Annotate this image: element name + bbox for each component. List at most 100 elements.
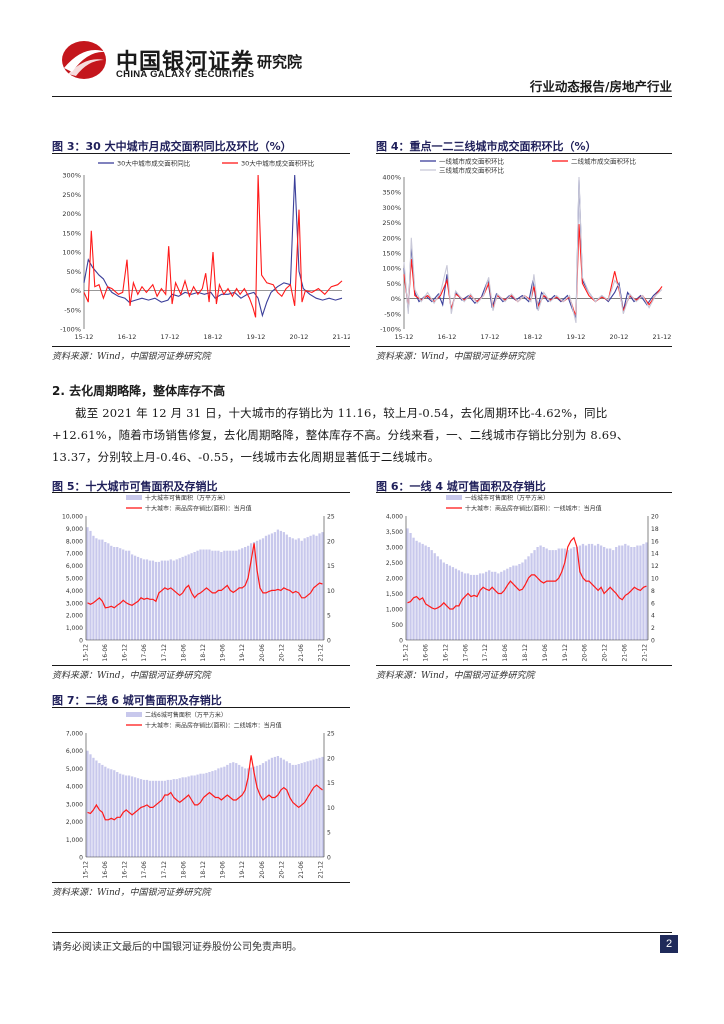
series-line-1 — [403, 179, 661, 319]
bar — [621, 545, 624, 640]
galaxy-logo-icon — [62, 41, 106, 79]
bar — [258, 539, 262, 640]
x-tick-label: 18-12 — [522, 644, 529, 662]
bar — [530, 553, 533, 640]
logo-english-name: CHINA GALAXY SECURITIES — [116, 69, 255, 80]
y-tick-label: 300% — [382, 204, 401, 212]
x-tick-label: 16-06 — [102, 861, 109, 879]
header-rule — [52, 96, 672, 97]
x-tick-label: 19-12 — [567, 333, 586, 341]
bar — [86, 527, 89, 640]
bar — [214, 770, 217, 857]
bar — [599, 545, 603, 640]
bar — [554, 550, 557, 640]
bar — [518, 564, 521, 640]
bar — [193, 552, 196, 640]
bar — [481, 573, 485, 640]
y-right-tick-label: 25 — [327, 731, 335, 738]
x-tick-label: 19-12 — [562, 644, 569, 662]
bar — [172, 779, 175, 857]
y-left-tick-label: 0 — [399, 638, 403, 645]
fig6-chart: 0 500 1,000 1,500 2,000 2,500 3,000 3,500 4,000 0… — [386, 494, 659, 662]
fig3-source: 资料来源：Wind，中国银河证券研究院 — [52, 352, 211, 362]
x-tick-label: 21-12 — [318, 644, 325, 662]
x-tick-label: 17-12 — [481, 333, 500, 341]
y-tick-label: 250% — [62, 191, 81, 199]
bar — [581, 543, 585, 640]
bar — [175, 559, 178, 640]
series-line-1 — [83, 174, 343, 318]
bar — [300, 540, 303, 640]
y-right-tick-label: 4 — [651, 613, 655, 620]
bar — [267, 534, 271, 640]
bar — [95, 760, 98, 857]
bar — [472, 574, 476, 640]
fig5-bottom-rule — [52, 665, 350, 666]
bar — [427, 547, 430, 640]
x-tick-label: 15-12 — [403, 644, 410, 662]
bar — [500, 571, 503, 640]
bar — [169, 559, 172, 640]
x-tick-label: 17-06 — [141, 644, 148, 662]
legend-label-bar: 十大城市可售面积（万平方米） — [145, 494, 229, 502]
bar — [442, 562, 445, 640]
bar — [107, 768, 110, 857]
y-left-tick-label: 4,000 — [66, 588, 83, 595]
bar — [223, 766, 226, 857]
y-right-tick-label: 12 — [651, 563, 659, 570]
bar — [590, 543, 594, 640]
bar — [596, 543, 600, 640]
bar — [297, 764, 300, 857]
bar — [630, 547, 633, 640]
y-tick-label: 150% — [382, 250, 401, 258]
fig3-title: 图 3：30 大中城市月成交面积同比及环比（%） — [52, 140, 292, 153]
bar — [448, 565, 452, 640]
bar — [166, 560, 169, 640]
bar — [169, 779, 172, 857]
legend-label: 三线城市成交面积环比 — [439, 166, 505, 175]
bar — [475, 574, 479, 640]
page-number: 2 — [660, 935, 678, 953]
bar — [303, 762, 306, 857]
bar — [539, 545, 542, 640]
x-tick-label: 17-12 — [161, 333, 180, 341]
bar — [157, 780, 161, 857]
x-tick-label: 16-12 — [438, 333, 457, 341]
y-left-tick-label: 10,000 — [62, 514, 83, 521]
logo-mark — [58, 38, 110, 82]
bar — [633, 547, 636, 640]
y-tick-label: 0% — [71, 287, 81, 295]
x-tick-label: 20-12 — [610, 333, 629, 341]
bar — [572, 547, 576, 640]
bar — [202, 773, 205, 857]
bar — [294, 539, 297, 640]
bar — [436, 556, 439, 640]
bar — [460, 571, 464, 640]
y-right-tick-label: 0 — [327, 855, 331, 862]
y-tick-label: 200% — [382, 234, 401, 242]
bar — [424, 545, 427, 640]
bar — [282, 759, 285, 857]
bar — [485, 571, 488, 640]
y-right-tick-label: 16 — [651, 538, 659, 545]
series-line-2 — [403, 224, 663, 316]
bar — [491, 571, 494, 640]
bar — [172, 560, 175, 640]
y-left-tick-label: 1,500 — [386, 591, 403, 598]
bar — [618, 545, 621, 640]
bar — [95, 538, 98, 640]
x-tick-label: 17-06 — [462, 644, 469, 662]
bar — [148, 560, 152, 640]
bar — [202, 549, 205, 640]
bar — [119, 548, 122, 640]
bar — [217, 550, 220, 640]
x-tick-label: 16-12 — [122, 861, 129, 879]
bar — [122, 774, 125, 857]
bar — [232, 550, 235, 640]
y-left-tick-label: 3,000 — [66, 801, 83, 808]
bar — [178, 558, 181, 640]
bar — [521, 562, 524, 640]
bar — [270, 533, 274, 640]
x-tick-label: 16-06 — [102, 644, 109, 662]
bar — [244, 768, 247, 857]
